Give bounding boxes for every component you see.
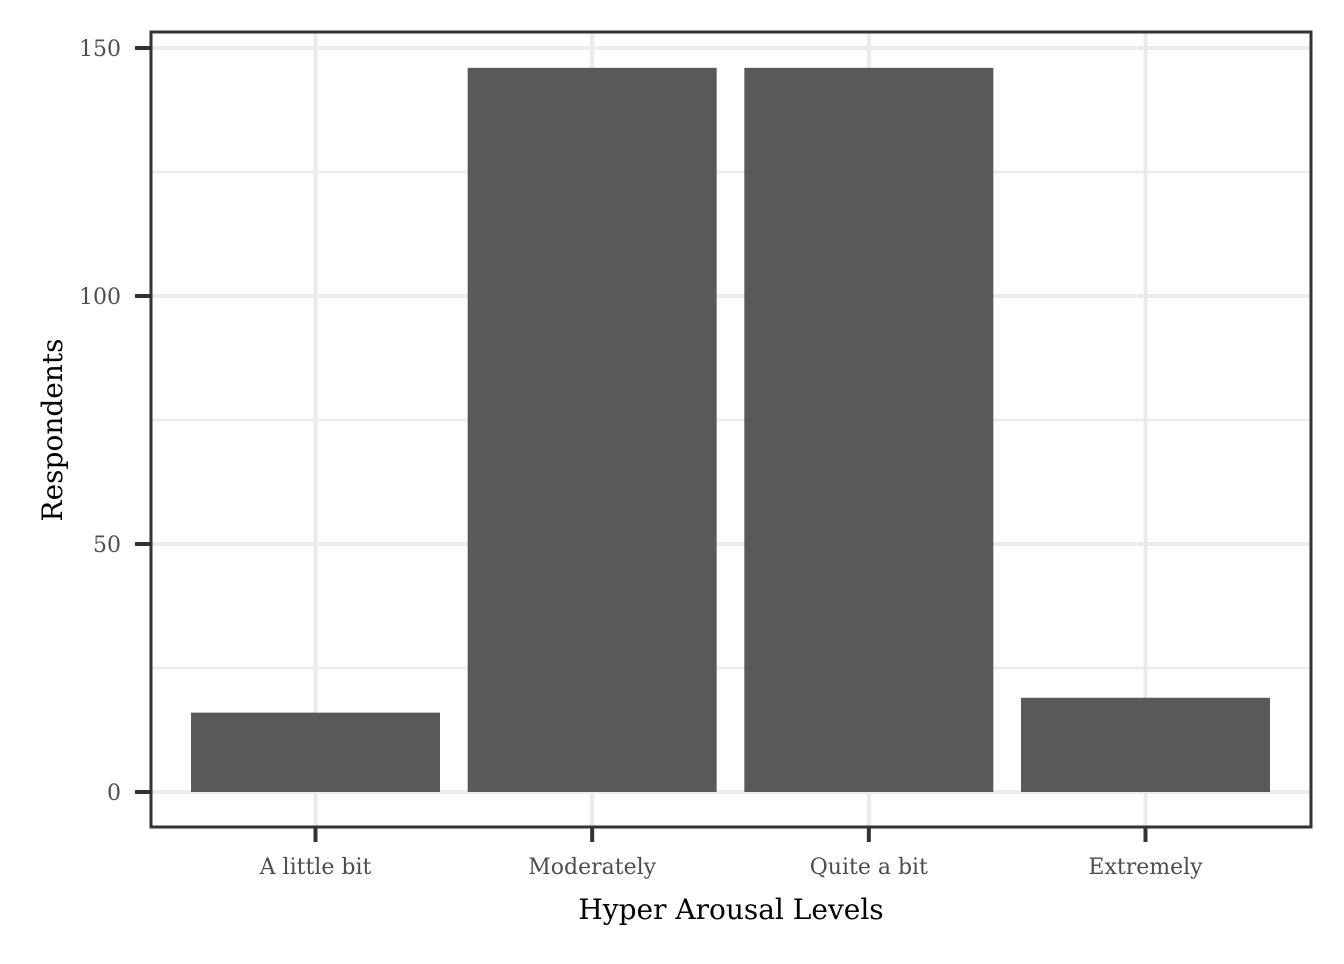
y-tick-label: 150 xyxy=(79,37,121,62)
x-tick-label: Quite a bit xyxy=(810,855,928,880)
bar xyxy=(467,67,717,793)
bar xyxy=(744,67,994,793)
bar xyxy=(191,712,440,792)
y-tick-label: 50 xyxy=(93,533,121,558)
y-tick-label: 0 xyxy=(107,781,121,806)
x-axis-title: Hyper Arousal Levels xyxy=(578,893,883,926)
bars-layer xyxy=(191,67,1270,793)
x-tick-label: A little bit xyxy=(259,855,372,880)
y-tick-label: 100 xyxy=(79,285,121,310)
panel-border xyxy=(149,30,1313,829)
y-axis-title: Respondents xyxy=(36,339,69,522)
y-axis: 0 50 100 150 xyxy=(79,37,151,806)
x-axis: A little bit Moderately Quite a bit Extreme… xyxy=(259,827,1203,880)
bar xyxy=(1021,697,1270,792)
x-tick-label: Moderately xyxy=(528,855,656,880)
x-tick-label: Extremely xyxy=(1088,855,1203,880)
